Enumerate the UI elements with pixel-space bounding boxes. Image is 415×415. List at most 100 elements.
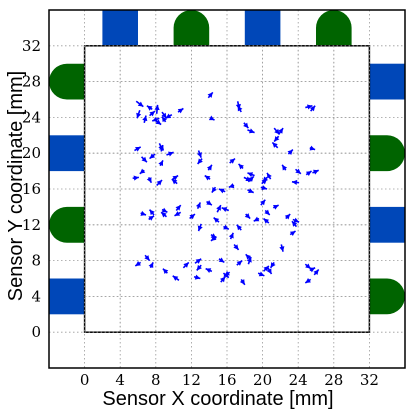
vector-arrow xyxy=(253,216,260,222)
vector-arrow xyxy=(264,209,271,216)
vector-arrow xyxy=(304,278,312,284)
electrode-right-4 xyxy=(369,278,405,315)
vector-arrow xyxy=(172,174,179,181)
x-tick-label: 16 xyxy=(217,371,236,389)
vector-arrow xyxy=(284,213,291,220)
vector-arrow xyxy=(223,270,231,277)
x-tick-label: 4 xyxy=(115,371,125,389)
y-tick-label: 20 xyxy=(22,144,41,162)
electrode-layer xyxy=(49,9,405,315)
vector-arrow xyxy=(218,188,226,194)
vector-arrow xyxy=(195,202,202,210)
vector-arrow xyxy=(140,156,148,163)
electrode-top-28 xyxy=(316,9,352,46)
vector-arrow xyxy=(221,207,230,212)
sensor-area-frame xyxy=(83,45,371,333)
vector-arrow xyxy=(277,127,284,135)
vector-arrow xyxy=(148,209,155,216)
vector-arrow xyxy=(266,267,273,275)
vector-arrow xyxy=(295,168,302,175)
vector-arrow xyxy=(159,144,165,152)
vector-arrow xyxy=(135,100,144,108)
vector-arrow xyxy=(262,176,268,183)
vector-arrow xyxy=(161,111,168,119)
vector-arrow xyxy=(262,265,270,272)
vector-arrow xyxy=(134,146,142,152)
vector-arrow xyxy=(239,278,246,286)
electrode-left-28 xyxy=(49,63,85,100)
vector-arrow xyxy=(216,204,222,213)
y-tick-label: 12 xyxy=(22,216,41,234)
vector-arrow xyxy=(262,217,270,224)
vector-arrow xyxy=(207,91,214,99)
vector-arrow xyxy=(139,168,146,175)
vector-arrow xyxy=(305,170,312,177)
vector-arrow xyxy=(197,158,203,165)
electrode-left-12 xyxy=(49,206,85,243)
vector-arrow xyxy=(208,115,215,121)
vector-arrow xyxy=(142,115,148,123)
vector-arrow xyxy=(189,213,196,220)
vector-arrow xyxy=(210,235,217,242)
vector-arrow xyxy=(309,145,316,151)
vector-arrow xyxy=(229,157,236,164)
vector-arrow xyxy=(309,267,316,273)
y-tick-label: 24 xyxy=(22,108,41,126)
plot-frame xyxy=(48,9,406,369)
vector-arrow xyxy=(175,204,182,211)
y-tick-label: 4 xyxy=(31,287,41,305)
y-tick-label: 28 xyxy=(22,73,41,91)
vector-arrow xyxy=(148,215,155,221)
grid-lines-inner xyxy=(84,45,370,333)
vector-arrow xyxy=(146,105,153,111)
vector-arrow xyxy=(245,253,252,260)
vector-arrow xyxy=(172,275,180,281)
vector-arrow xyxy=(313,269,320,276)
vector-arrow xyxy=(182,261,190,269)
vector-arrow xyxy=(151,116,160,122)
electrode-left-20 xyxy=(49,135,85,172)
electrode-right-28 xyxy=(369,63,405,100)
vector-arrow xyxy=(266,172,272,180)
y-tick-label: 0 xyxy=(31,323,41,341)
vector-arrow xyxy=(228,232,234,240)
y-axis-label: Sensor Y coordinate [mm] xyxy=(5,71,27,302)
x-tick-label: 8 xyxy=(151,371,161,389)
vector-arrow xyxy=(223,224,230,230)
vector-arrow xyxy=(132,175,140,181)
vector-arrow xyxy=(218,257,225,264)
vector-arrow xyxy=(197,223,203,232)
x-tick-label: 12 xyxy=(182,371,201,389)
vector-arrow xyxy=(236,259,243,266)
x-tick-label: 20 xyxy=(253,371,272,389)
vector-arrow xyxy=(204,174,211,181)
vector-arrow xyxy=(148,262,154,269)
vector-arrow xyxy=(146,177,153,184)
vector-arrow xyxy=(149,110,156,117)
vector-arrow xyxy=(197,150,202,158)
vector-arrow xyxy=(144,254,151,262)
electrode-top-4 xyxy=(102,10,138,46)
vector-arrow xyxy=(269,261,276,269)
vector-series xyxy=(132,91,320,286)
vector-arrow xyxy=(260,185,268,191)
vector-arrow xyxy=(196,264,202,271)
y-tick-labels: 0 4 8 12 16 20 24 28 32 xyxy=(22,37,41,341)
vector-arrow xyxy=(247,128,255,134)
vector-arrow xyxy=(273,135,280,143)
vector-arrow xyxy=(272,204,279,210)
x-tick-label: 32 xyxy=(360,371,379,389)
x-tick-labels: 0 4 8 12 16 20 24 28 32 xyxy=(80,371,379,389)
vector-arrow xyxy=(244,213,251,220)
vector-arrow xyxy=(281,164,288,171)
y-tick-label: 32 xyxy=(22,37,41,55)
vector-arrow xyxy=(162,268,169,275)
vector-arrow xyxy=(279,244,285,252)
vector-arrow xyxy=(160,211,167,218)
vector-arrow xyxy=(193,274,201,280)
vector-arrow xyxy=(134,261,142,267)
vector-arrow xyxy=(171,178,178,185)
vector-arrow xyxy=(161,116,167,123)
vector-arrow xyxy=(247,188,255,194)
